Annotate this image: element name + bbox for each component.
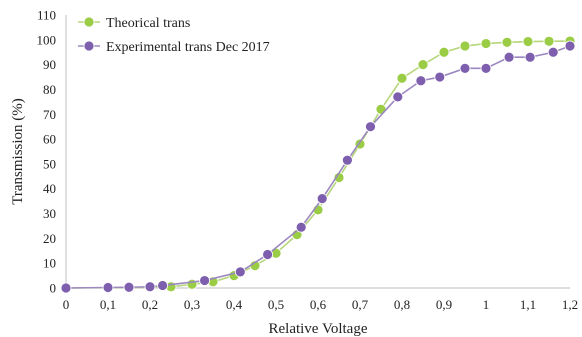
data-point <box>501 36 513 48</box>
data-point <box>144 281 156 293</box>
x-tick-labels: 0 0,1 0,2 0,3 0,4 0,5 0,6 0,7 0,8 0,9 1 1,1 1,2 <box>63 297 578 312</box>
data-point <box>341 154 353 166</box>
data-point <box>396 72 408 84</box>
data-point <box>375 103 387 115</box>
data-point <box>522 36 534 47</box>
data-point <box>234 266 246 278</box>
data-point <box>524 51 536 63</box>
y-tick-labels: 0 10 20 30 40 50 60 70 80 90 100 110 <box>37 8 57 296</box>
data-point <box>365 121 376 133</box>
data-point <box>316 193 328 205</box>
x-tick-label: 0,6 <box>310 297 327 312</box>
data-point <box>459 40 471 52</box>
series-2 <box>60 40 576 294</box>
y-tick-label: 70 <box>43 107 56 122</box>
series-line <box>65 40 571 289</box>
data-point <box>123 281 135 293</box>
data-point <box>60 282 72 294</box>
data-point <box>480 62 492 74</box>
x-tick-label: 0,7 <box>352 297 369 312</box>
data-point <box>392 91 404 103</box>
data-point <box>102 282 114 293</box>
y-tick-label: 30 <box>43 206 56 221</box>
y-tick-label: 60 <box>43 132 56 147</box>
y-tick-label: 20 <box>43 231 56 246</box>
x-tick-label: 1,1 <box>520 297 536 312</box>
y-tick-label: 80 <box>43 82 56 97</box>
x-tick-label: 0 <box>63 297 70 312</box>
axes <box>65 15 570 289</box>
x-tick-label: 0,1 <box>100 297 116 312</box>
data-point <box>262 249 274 260</box>
legend-label: Theorical trans <box>106 16 190 31</box>
y-tick-label: 0 <box>50 281 57 296</box>
y-tick-label: 10 <box>43 256 56 271</box>
x-axis-label: Relative Voltage <box>268 321 367 337</box>
legend-marker <box>83 16 95 28</box>
data-point <box>417 59 429 71</box>
series-1 <box>60 35 576 294</box>
y-axis-label: Transmission (%) <box>10 98 26 205</box>
series-layer <box>60 35 576 294</box>
data-point <box>564 40 576 52</box>
x-tick-label: 1,2 <box>562 297 578 312</box>
x-tick-label: 0,5 <box>268 297 284 312</box>
legend-item: Theorical trans <box>78 16 190 31</box>
legend: Theorical trans Experimental trans Dec 20… <box>78 16 270 55</box>
data-point <box>438 46 450 58</box>
x-tick-label: 0,2 <box>142 297 158 312</box>
data-point <box>186 278 198 290</box>
legend-marker <box>83 40 95 52</box>
data-point <box>543 35 555 47</box>
y-tick-label: 100 <box>37 32 57 47</box>
data-point <box>434 71 446 83</box>
y-tick-label: 90 <box>43 57 56 72</box>
x-tick-label: 0,9 <box>436 297 452 312</box>
x-tick-label: 0,3 <box>184 297 200 312</box>
data-point <box>547 46 559 58</box>
data-point <box>415 75 427 87</box>
data-point <box>199 275 211 286</box>
data-point <box>157 280 169 291</box>
y-tick-label: 110 <box>37 8 56 23</box>
y-tick-label: 50 <box>43 156 56 171</box>
y-tick-label: 40 <box>43 181 56 196</box>
data-point <box>295 221 307 233</box>
data-point <box>503 51 515 63</box>
legend-item: Experimental trans Dec 2017 <box>78 40 270 55</box>
x-tick-label: 0,4 <box>226 297 243 312</box>
data-point <box>480 38 492 49</box>
legend-label: Experimental trans Dec 2017 <box>106 40 270 55</box>
x-tick-label: 0,8 <box>394 297 410 312</box>
data-point <box>459 62 471 74</box>
x-tick-label: 1 <box>483 297 490 312</box>
series-line <box>65 45 571 289</box>
